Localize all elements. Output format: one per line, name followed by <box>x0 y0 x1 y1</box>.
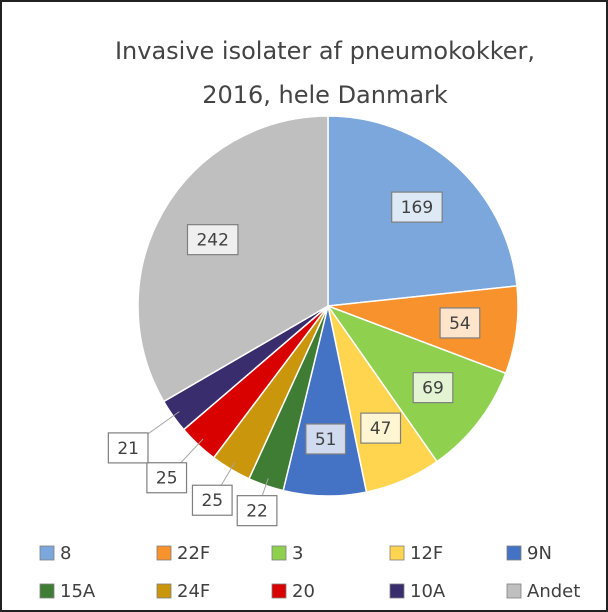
legend-swatch <box>39 545 55 561</box>
legend-label: 24F <box>177 581 210 602</box>
legend-swatch <box>506 583 522 599</box>
legend-label: 8 <box>60 543 71 564</box>
data-label-text: 69 <box>422 379 444 399</box>
legend-swatch <box>271 583 287 599</box>
legend-swatch <box>389 545 405 561</box>
data-label: 169 <box>391 191 443 223</box>
legend-label: 12F <box>410 543 443 564</box>
pie-slice <box>137 115 329 403</box>
data-label-text: 21 <box>117 439 139 459</box>
chart-title: 2016, hele Danmark <box>202 81 448 109</box>
legend-swatch <box>506 545 522 561</box>
legend-swatch <box>39 583 55 599</box>
data-label: 25 <box>191 484 233 516</box>
data-label-text: 51 <box>315 430 337 450</box>
data-label-box <box>107 432 149 464</box>
data-label-box <box>186 224 239 256</box>
data-label: 47 <box>360 412 402 444</box>
legend-label: 9N <box>527 543 552 564</box>
data-label: 25 <box>146 462 188 494</box>
data-label-box <box>236 495 278 527</box>
legend-swatch <box>156 583 172 599</box>
data-label-box <box>439 307 481 339</box>
data-label-box <box>191 484 233 516</box>
legend-label: 3 <box>292 543 303 564</box>
data-label-box <box>146 462 188 494</box>
data-label-text: 47 <box>370 419 392 439</box>
data-label: 54 <box>439 307 481 339</box>
data-label-box <box>391 191 443 223</box>
data-label: 242 <box>186 224 239 256</box>
data-label-text: 242 <box>196 231 228 251</box>
legend-label: 10A <box>410 581 446 602</box>
data-label: 21 <box>107 432 149 464</box>
chart-title: Invasive isolater af pneumokokker, <box>115 37 535 65</box>
data-label-text: 25 <box>156 469 178 489</box>
data-label-box <box>412 372 454 404</box>
legend-label: 22F <box>177 543 210 564</box>
data-label: 22 <box>236 495 278 527</box>
data-label-box <box>305 423 347 455</box>
legend-swatch <box>271 545 287 561</box>
legend-swatch <box>389 583 405 599</box>
data-label-text: 25 <box>201 491 223 511</box>
legend-label: Andet <box>527 581 580 602</box>
legend-label: 15A <box>60 581 96 602</box>
legend-swatch <box>156 545 172 561</box>
data-label-box <box>360 412 402 444</box>
data-label: 51 <box>305 423 347 455</box>
legend-label: 20 <box>292 581 315 602</box>
data-label-text: 54 <box>449 314 471 334</box>
data-label-text: 22 <box>246 502 268 522</box>
data-label: 69 <box>412 372 454 404</box>
data-label-text: 169 <box>401 198 433 218</box>
